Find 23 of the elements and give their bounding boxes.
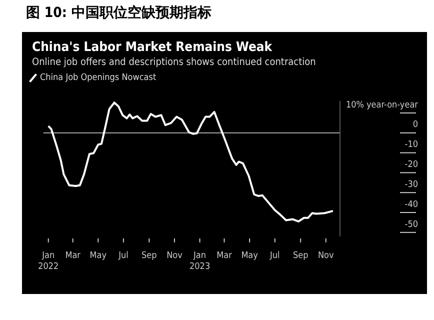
y-tick-label: -20: [404, 160, 418, 170]
x-tick-label: May: [90, 251, 107, 262]
x-tick-label: Jan 2022: [38, 251, 59, 272]
caption: 图 10: 中国职位空缺预期指标: [25, 4, 212, 23]
x-tick-label: Nov: [166, 251, 183, 262]
y-tick-label: -40: [404, 200, 418, 210]
y-tick-label: -10: [404, 140, 418, 150]
legend-label: China Job Openings Nowcast: [39, 73, 156, 83]
x-tick-label: Jul: [268, 251, 280, 262]
y-tick-label: 0: [412, 120, 418, 130]
y-tick-label: -50: [404, 220, 418, 230]
x-tick-label: Sep: [142, 251, 157, 262]
chart-subtitle: Online job offers and descriptions shows continued contraction: [32, 57, 317, 68]
x-tick-label: Mar: [216, 251, 233, 262]
y-tick-label: -30: [404, 180, 418, 190]
y-tick-label: 10% year-on-year: [346, 100, 419, 110]
chart-title: China's Labor Market Remains Weak: [32, 40, 274, 55]
x-tick-label: Jan 2023: [189, 251, 210, 272]
x-tick-label: Nov: [318, 251, 334, 262]
x-tick-label: May: [241, 251, 258, 262]
x-tick-label: Mar: [65, 251, 82, 262]
x-tick-label: Sep: [292, 251, 308, 262]
x-tick-label: Jul: [118, 251, 128, 262]
